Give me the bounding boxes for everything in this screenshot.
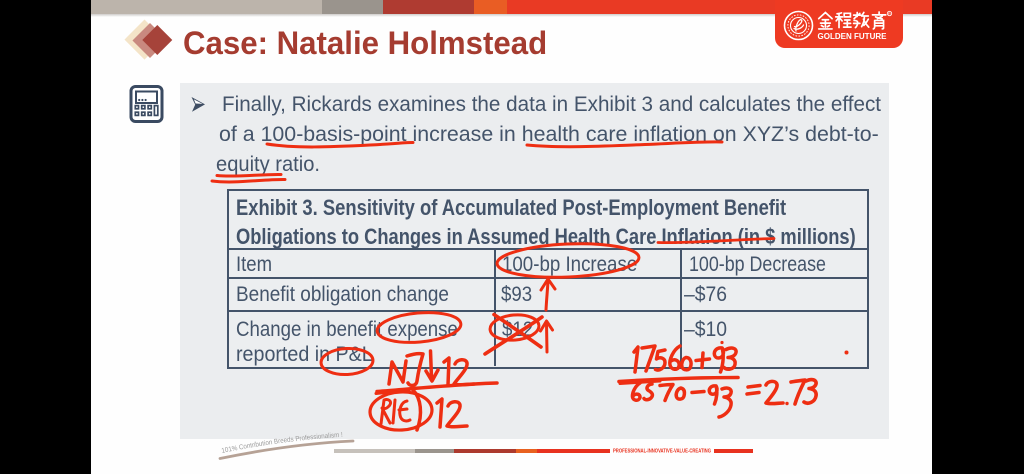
svg-text:GOLDEN FUTURE: GOLDEN FUTURE [818,32,888,41]
svg-text:PROFESSIONAL-INNOVATIVE-VALUE-: PROFESSIONAL-INNOVATIVE-VALUE-CREATING [613,449,711,455]
svg-text:R: R [888,11,891,16]
